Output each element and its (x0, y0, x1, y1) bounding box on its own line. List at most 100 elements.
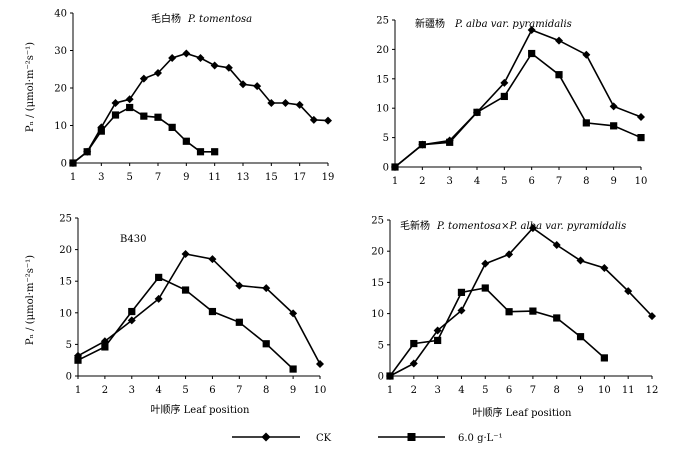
panel-title-cn: 毛白杨 (151, 12, 181, 25)
x-tick-label: 6 (209, 385, 215, 396)
x-tick-label: 17 (293, 172, 306, 183)
data-point-treatment (262, 340, 270, 348)
y-axis-label: Pₙ / (μmol·m⁻²s⁻¹) (25, 42, 36, 132)
data-point-ck (181, 250, 190, 259)
x-tick-label: 5 (482, 385, 488, 396)
x-axis-label: 叶顺序 Leaf position (150, 403, 250, 416)
x-tick-label: 4 (155, 385, 161, 396)
y-tick-label: 10 (376, 104, 389, 115)
data-point-treatment (211, 148, 219, 156)
data-point-ck (182, 49, 191, 58)
panel-tomentosa: 毛白杨 P. tomentosa Pₙ / (μmol·m⁻²s⁻¹) 0 10 2… (25, 9, 334, 184)
data-point-ck (267, 99, 276, 107)
series-line-ck (394, 28, 642, 168)
data-point-ck (505, 250, 514, 259)
x-tick-label: 4 (458, 385, 464, 396)
x-tick-label: 15 (265, 172, 278, 183)
data-point-treatment (600, 354, 608, 362)
x-tick-label: 7 (556, 176, 562, 187)
data-point-ck (527, 25, 536, 34)
y-tick-label: 10 (54, 121, 67, 132)
series-line-ck (389, 227, 653, 377)
data-point-treatment (505, 308, 513, 316)
data-point-treatment (386, 372, 394, 380)
x-tick-label: 11 (208, 172, 221, 183)
data-point-treatment (128, 307, 136, 316)
data-point-ck (552, 240, 561, 249)
data-point-treatment (97, 127, 105, 135)
y-axis-label: Pₙ / (μmol·m⁻²s⁻¹) (25, 255, 36, 345)
x-tick-label: 1 (392, 176, 398, 187)
data-point-treatment (111, 111, 120, 119)
y-tick-label: 10 (371, 309, 384, 320)
data-point-ck (600, 264, 609, 273)
data-point-ck (624, 287, 633, 296)
x-tick-label: 7 (236, 385, 242, 396)
x-tick-label: 12 (646, 385, 659, 396)
panel-title-latin: P. tomentosa (187, 14, 252, 25)
x-tick-label: 10 (314, 385, 327, 396)
x-tick-label: 1 (75, 385, 81, 396)
y-tick-label: 15 (59, 277, 72, 288)
x-tick-label: 2 (102, 385, 108, 396)
data-point-treatment (208, 307, 217, 316)
data-point-treatment (576, 333, 585, 341)
series-line-treatment (394, 52, 642, 168)
y-tick-label: 10 (59, 308, 72, 319)
data-point-treatment (473, 108, 481, 116)
data-point-treatment (637, 134, 645, 142)
data-point-ck (196, 54, 205, 62)
data-point-treatment (418, 141, 426, 149)
x-tick-label: 3 (129, 385, 135, 396)
legend-marker-diamond (261, 432, 271, 442)
y-tick-label: 15 (376, 74, 389, 85)
x-tick-label: 13 (237, 172, 250, 183)
x-tick-label: 1 (70, 172, 76, 183)
y-tick-label: 25 (371, 216, 384, 227)
x-tick-label: 10 (598, 385, 611, 396)
x-tick-label: 8 (263, 385, 269, 396)
data-point-treatment (553, 314, 561, 322)
x-tick-label: 5 (126, 172, 132, 183)
data-point-treatment (528, 49, 536, 58)
data-point-treatment (555, 71, 563, 79)
data-point-treatment (434, 336, 442, 345)
x-tick-label: 2 (419, 176, 425, 187)
data-point-ck (582, 50, 591, 59)
data-point-treatment (196, 148, 205, 156)
panel-title-cn: 新疆杨 (415, 17, 445, 30)
panel-b430: B430 Pₙ / (μmol·m⁻²s⁻¹) 叶顺序 Leaf positio… (25, 214, 326, 417)
data-point-ck (253, 82, 262, 91)
y-tick-label: 20 (54, 84, 67, 95)
legend-marker-square (407, 433, 416, 441)
panel-title-latin: B430 (120, 234, 146, 245)
x-tick-label: 1 (387, 385, 393, 396)
data-point-ck (576, 256, 585, 265)
data-point-ck (208, 255, 217, 264)
x-tick-label: 7 (530, 385, 536, 396)
data-point-ck (609, 102, 618, 111)
x-tick-label: 8 (554, 385, 560, 396)
data-point-ck (457, 306, 466, 315)
data-point-ck (235, 281, 244, 290)
x-tick-label: 5 (501, 176, 507, 187)
data-point-ck (295, 100, 304, 109)
data-point-treatment (582, 119, 590, 127)
data-point-ck (139, 74, 148, 83)
legend-label-ck: CK (316, 433, 332, 444)
x-tick-label: 10 (635, 176, 648, 187)
data-point-ck (481, 259, 490, 268)
y-tick-label: 20 (371, 247, 384, 258)
x-tick-label: 5 (182, 385, 188, 396)
x-tick-label: 3 (446, 176, 452, 187)
data-point-treatment (289, 365, 297, 373)
legend-item-ck: CK (232, 432, 332, 444)
y-tick-label: 0 (61, 159, 67, 170)
x-tick-label: 9 (577, 385, 583, 396)
y-tick-label: 0 (383, 163, 389, 174)
data-point-ck (648, 312, 656, 321)
data-point-treatment (83, 148, 91, 156)
x-tick-label: 9 (183, 172, 189, 183)
y-tick-label: 5 (378, 340, 384, 351)
data-point-treatment (155, 273, 163, 282)
